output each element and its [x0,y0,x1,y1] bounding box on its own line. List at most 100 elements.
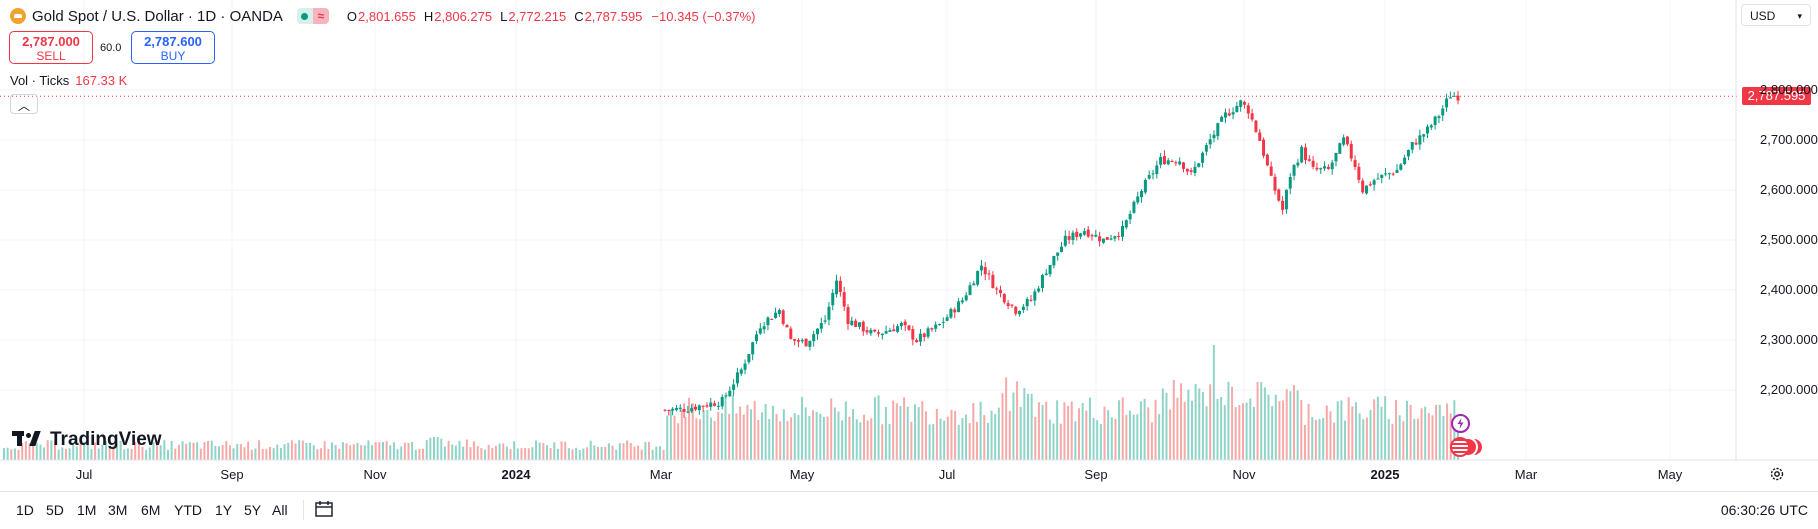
sell-button[interactable]: 2,787.000 SELL [9,31,93,64]
volume-bar [188,442,191,460]
candle-body [979,265,983,271]
range-1y[interactable]: 1Y [215,502,233,518]
symbol-title[interactable]: Gold Spot / U.S. Dollar · 1D · OANDA [32,7,283,25]
volume-bar [166,449,169,460]
volume-bar [97,448,100,460]
market-status-pill[interactable]: ≈ [296,8,329,24]
volume-bar [524,447,527,460]
volume-bar [757,420,760,460]
volume-bar [520,448,523,460]
volume-bar [968,423,971,460]
candle-body [1216,123,1220,137]
candle-body [1029,299,1033,301]
currency-select[interactable]: USD ▾ [1741,4,1811,26]
volume-bar [833,407,836,460]
volume-bar [1252,406,1255,460]
candle-body [1197,163,1201,167]
volume-bar [892,400,895,460]
candle-body [1079,233,1083,237]
volume-bar [651,449,654,460]
time-tick-label: Jul [938,467,956,482]
volume-bar [903,397,906,460]
range-1d[interactable]: 1D [16,502,34,518]
candle-body [1258,132,1262,141]
candle-body [999,289,1002,294]
candle-body [1357,166,1361,180]
range-5y[interactable]: 5Y [244,502,262,518]
volume-bar [1114,418,1117,460]
volume-bar [1201,392,1204,460]
volume-bar [640,449,643,460]
candle-body [1422,134,1426,137]
volume-bar [185,443,188,460]
volume-bar [1274,394,1277,460]
gear-icon[interactable] [1769,466,1785,482]
volume-bar [844,401,847,460]
us-flag-event-icon[interactable] [1450,437,1470,457]
range-6m[interactable]: 6M [141,502,161,518]
candle-body [800,339,804,342]
range-ytd[interactable]: YTD [174,502,202,518]
candle-body [865,330,869,333]
volume-bar [1347,397,1350,460]
volume-bar [837,411,840,460]
candle-body [1243,101,1246,105]
range-3m[interactable]: 3M [108,502,128,518]
volume-bar [538,442,541,460]
utc-clock[interactable]: 06:30:26 UTC [1720,502,1808,518]
volume-bar [108,446,111,460]
volume-bar [469,447,472,460]
volume-bar [79,442,82,460]
tradingview-logo[interactable]: TradingView [12,429,162,451]
volume-bar [341,442,344,460]
collapse-legend-button[interactable]: ︿ [10,94,38,114]
candle-body [1147,175,1151,179]
volume-bar [1402,421,1405,460]
range-5d[interactable]: 5D [46,502,64,518]
volume-bar [1260,382,1263,460]
volume-bar [1037,402,1040,460]
volume-bar [1103,406,1106,460]
volume-bar [276,444,279,460]
volume-bar [112,445,115,460]
volume-bar [316,449,319,460]
range-all[interactable]: All [272,502,288,518]
volume-bar [1282,400,1285,460]
volume-bar [363,445,366,460]
candle-body [922,333,926,338]
volume-bar [196,442,199,460]
volume-bar [655,446,658,460]
candle-body [945,317,949,321]
volume-bar [64,448,67,460]
volume-bar [1351,406,1354,460]
time-tick-label: Mar [1514,467,1538,482]
candle-body [770,318,774,320]
candle-body [1056,252,1060,256]
volume-bar [764,403,767,460]
toolbar-divider [303,500,304,520]
candle-body [1204,145,1208,152]
volume-bar [972,403,975,460]
calendar-icon[interactable] [314,500,334,518]
volume-bar [330,442,333,460]
volume-bar [633,446,636,460]
volume-bar [134,441,137,460]
volume-bar [527,448,530,460]
volume-bar [811,410,814,460]
volume-bar [1129,410,1132,460]
volume-bar [706,409,709,460]
candle-body [1365,185,1368,194]
volume-legend[interactable]: Vol · Ticks 167.33 K [10,73,128,88]
volume-bar [137,440,140,460]
volume-bar [873,397,876,460]
volume-bar [1442,415,1445,460]
volume-bar [535,440,538,460]
buy-button[interactable]: 2,787.600 BUY [131,31,215,64]
price-tick-label: 2,300.000 [1760,332,1818,347]
volume-bar [615,449,618,460]
volume-bar [1424,406,1427,460]
volume-bar [509,449,512,460]
range-1m[interactable]: 1M [77,502,97,518]
lightning-event-icon[interactable] [1451,414,1470,433]
